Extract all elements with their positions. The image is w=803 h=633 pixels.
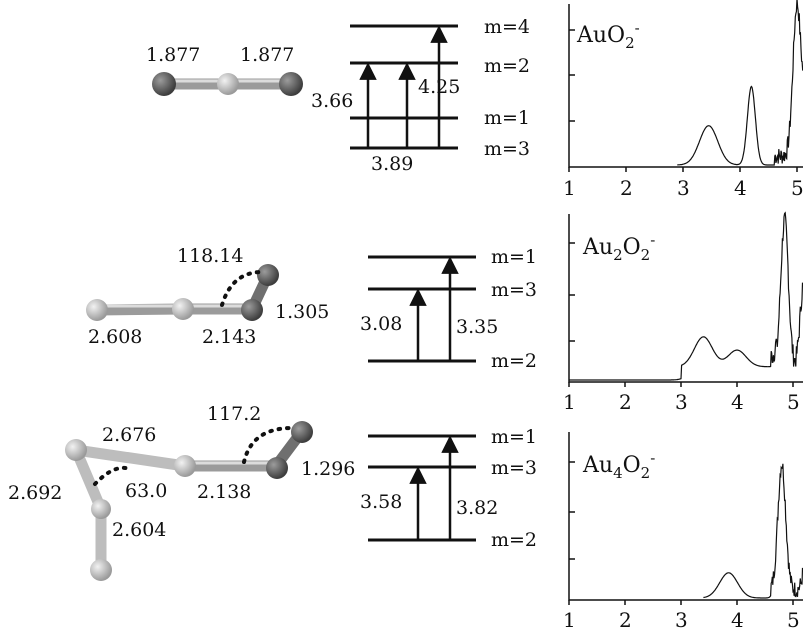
- structure-auo2: 1.877 1.877: [146, 44, 303, 96]
- oxygen-atom: [279, 72, 303, 96]
- x-tick-label: 2: [619, 608, 632, 632]
- level-label: m=2: [491, 350, 537, 372]
- gold-atom: [174, 455, 196, 477]
- angle-label: 63.0: [125, 480, 167, 502]
- spectrum-au4o2: 1 2 3 4 5 Au4O2-: [563, 432, 803, 632]
- transition-energy: 3.08: [360, 313, 402, 335]
- structure-au2o2: 118.14 2.608 2.143 1.305: [86, 245, 329, 348]
- transition-energy: 3.89: [371, 153, 413, 175]
- spectrum-auo2: 1 2 3 4 5 AuO2-: [563, 0, 803, 200]
- spectrum-trace: [703, 463, 803, 599]
- gold-atom: [65, 439, 87, 461]
- x-tick-label: 1: [563, 176, 576, 200]
- x-tick-label: 5: [787, 608, 800, 632]
- oxygen-atom: [266, 457, 288, 479]
- bond-angle-arc: [220, 270, 264, 307]
- level-label: m=3: [484, 138, 530, 160]
- x-tick-label: 1: [563, 390, 576, 414]
- transition-energy: 3.58: [360, 491, 402, 513]
- spectrum-title: Au2O2-: [582, 231, 655, 264]
- bond-length-label: 2.676: [102, 424, 156, 446]
- x-tick-label: 3: [675, 608, 688, 632]
- x-ticks: [568, 167, 798, 172]
- x-tick-label: 4: [731, 390, 744, 414]
- bond-length-label: 2.138: [197, 481, 251, 503]
- gold-atom: [91, 499, 111, 519]
- gold-atom: [217, 73, 239, 95]
- level-label: m=3: [491, 279, 537, 301]
- spectrum-trace: [677, 0, 803, 166]
- bond-length-label: 2.692: [8, 482, 62, 504]
- transition-energy: 4.25: [418, 76, 460, 98]
- x-tick-label: 2: [620, 176, 633, 200]
- level-label: m=1: [484, 107, 530, 129]
- x-tick-label: 4: [734, 176, 747, 200]
- angle-label: 118.14: [177, 245, 243, 267]
- spectrum-au2o2: 1 2 3 4 5 Au2O2-: [563, 211, 803, 414]
- bond-length-label: 1.877: [146, 44, 200, 66]
- oxygen-atom: [257, 264, 279, 286]
- spectrum-title: AuO2-: [576, 19, 640, 52]
- bond-length-label: 1.296: [301, 458, 355, 480]
- bond-length-label: 2.604: [112, 519, 166, 541]
- energy-levels-auo2: m=4 m=2 m=1 m=3 3.66 3.89 4.25: [311, 16, 530, 175]
- bond-length-label: 1.877: [240, 44, 294, 66]
- level-label: m=1: [491, 426, 537, 448]
- gold-atom: [172, 298, 194, 320]
- oxygen-atom: [241, 299, 263, 321]
- spectrum-trace: [569, 211, 803, 381]
- level-label: m=3: [491, 457, 537, 479]
- angle-label: 117.2: [207, 403, 261, 425]
- oxygen-atom: [152, 72, 176, 96]
- gold-atom: [90, 559, 112, 581]
- structure-au4o2: 117.2 63.0 2.676 2.692 2.604 2.138 1.296: [8, 403, 355, 581]
- bond-length-label: 2.143: [202, 326, 256, 348]
- level-label: m=2: [484, 55, 530, 77]
- x-tick-label: 2: [619, 390, 632, 414]
- x-tick-label: 5: [787, 390, 800, 414]
- oxygen-atom: [291, 421, 313, 443]
- x-tick-label: 3: [677, 176, 690, 200]
- gold-atom: [86, 299, 108, 321]
- level-label: m=4: [484, 16, 530, 38]
- transition-energy: 3.66: [311, 90, 353, 112]
- transition-energy: 3.82: [456, 497, 498, 519]
- transition-energy: 3.35: [456, 316, 498, 338]
- energy-levels-au2o2: m=1 m=3 m=2 3.08 3.35: [360, 246, 537, 372]
- bond-length-label: 1.305: [275, 301, 329, 323]
- level-label: m=2: [491, 529, 537, 551]
- spectrum-title: Au4O2-: [582, 449, 655, 482]
- y-ticks: [569, 29, 575, 122]
- x-tick-label: 3: [675, 390, 688, 414]
- x-tick-label: 1: [563, 608, 576, 632]
- energy-levels-au4o2: m=1 m=3 m=2 3.58 3.82: [360, 426, 537, 551]
- bond-angle-arc: [93, 465, 134, 486]
- bond-length-label: 2.608: [88, 326, 142, 348]
- x-tick-label: 5: [791, 176, 803, 200]
- x-tick-label: 4: [731, 608, 744, 632]
- level-label: m=1: [491, 246, 537, 268]
